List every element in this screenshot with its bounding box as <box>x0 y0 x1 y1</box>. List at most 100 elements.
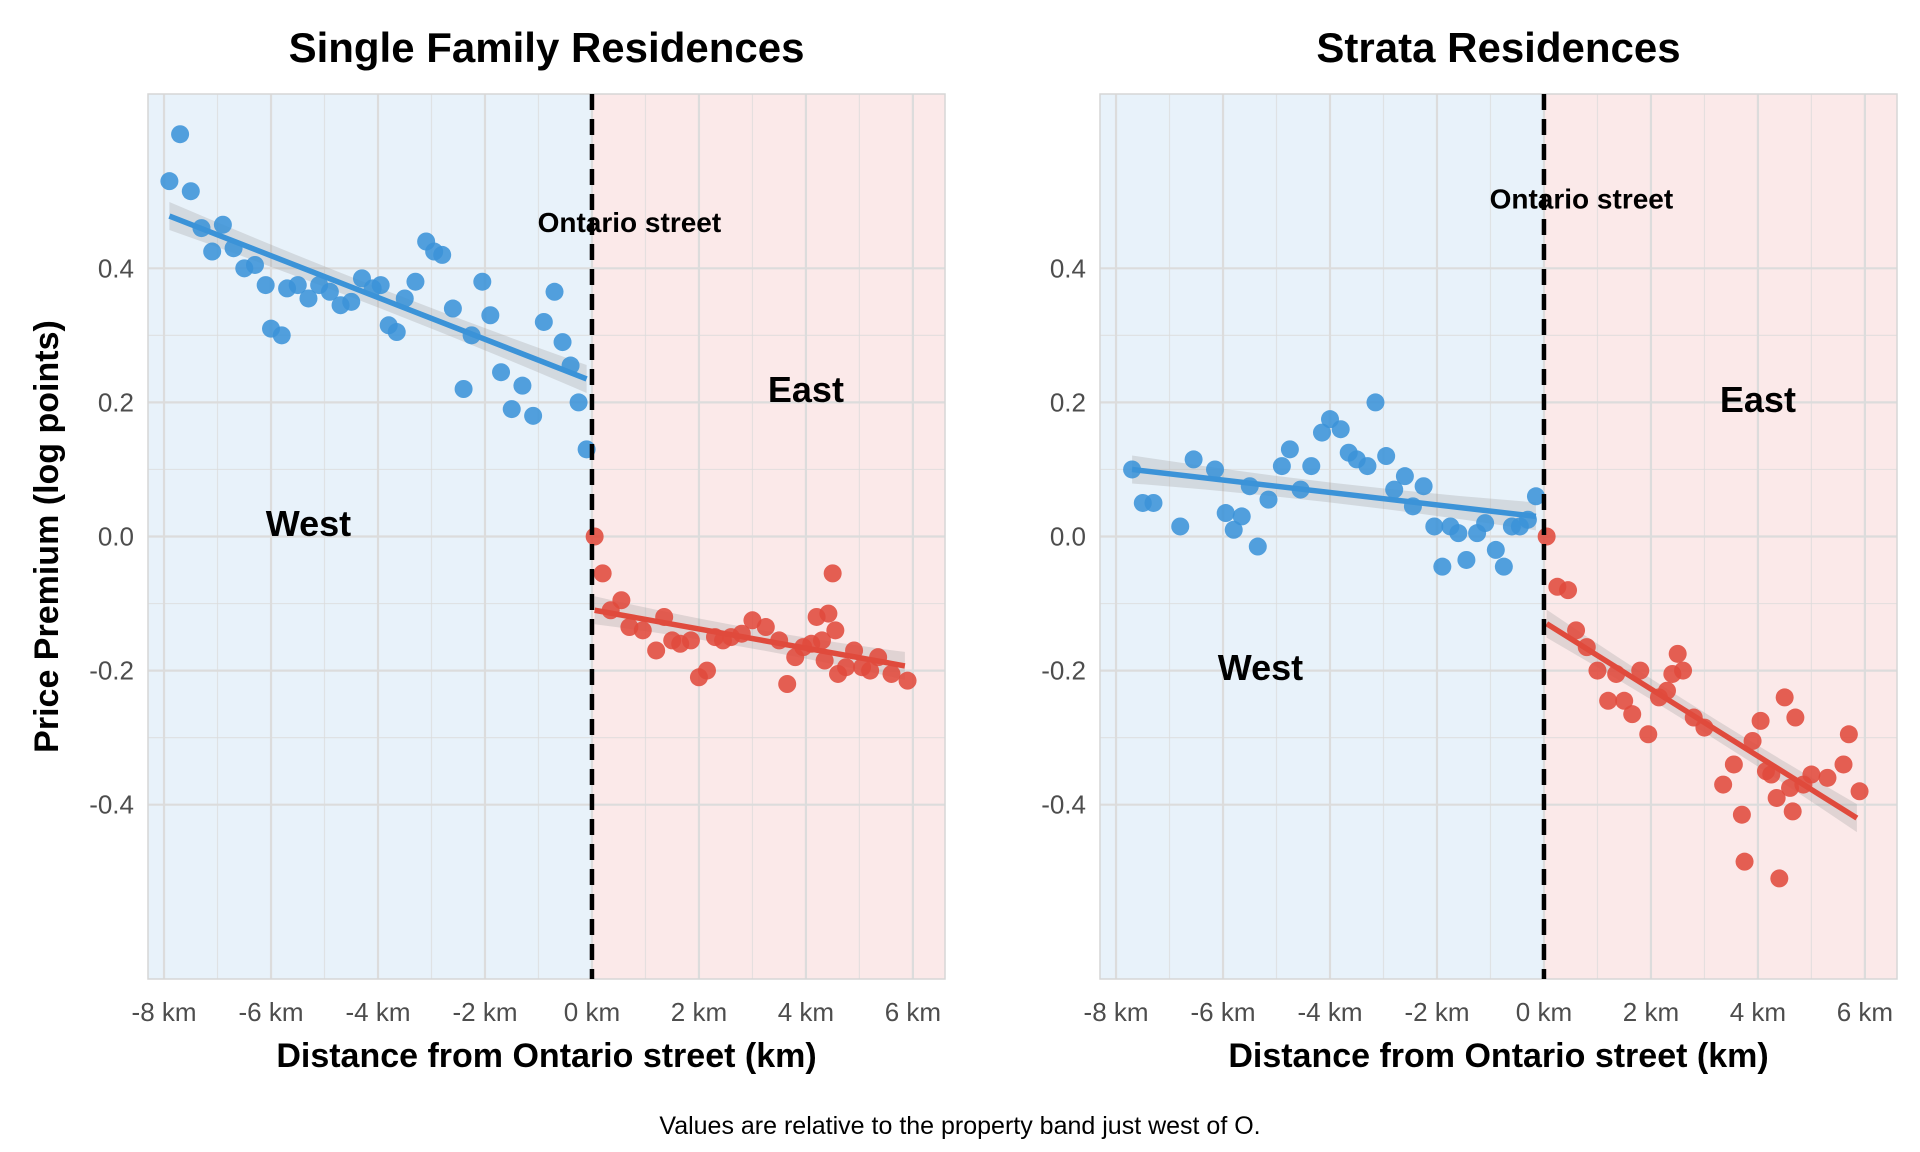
data-point-east <box>1588 661 1607 680</box>
data-point-east <box>1839 725 1858 744</box>
x-axis-label: Distance from Ontario street (km) <box>1228 1037 1768 1075</box>
data-point-west <box>299 289 318 308</box>
annotation-ontario-street: Ontario street <box>538 207 722 238</box>
y-tick-label: 0.0 <box>98 522 134 552</box>
x-tick-label: 6 km <box>885 997 941 1027</box>
data-point-east <box>1559 581 1578 600</box>
data-point-west <box>387 323 406 342</box>
x-tick-label: -6 km <box>1191 997 1256 1027</box>
x-tick-label: 0 km <box>1516 997 1572 1027</box>
trend-line-west <box>168 213 588 382</box>
data-point-west <box>181 182 200 201</box>
data-point-east <box>1770 869 1789 888</box>
data-point-west <box>371 276 390 295</box>
data-point-west <box>1377 447 1396 466</box>
data-point-west <box>443 299 462 318</box>
y-axis-label: Price Premium (log points) <box>28 320 66 753</box>
data-point-east <box>1639 725 1658 744</box>
data-point-west <box>1425 517 1444 536</box>
annotation-west: West <box>1218 647 1303 688</box>
data-point-west <box>1216 504 1235 523</box>
x-axis-label: Distance from Ontario street (km) <box>276 1037 816 1075</box>
y-tick-label: 0.2 <box>1050 387 1086 417</box>
data-point-west <box>342 292 361 311</box>
data-point-west <box>433 245 452 264</box>
data-point-west <box>473 272 492 291</box>
data-point-east <box>1743 731 1762 750</box>
data-point-east <box>1724 755 1743 774</box>
x-tick-label: -4 km <box>346 997 411 1027</box>
data-point-east <box>1623 705 1642 724</box>
data-point-east <box>612 591 631 610</box>
x-tick-label: -2 km <box>1404 997 1469 1027</box>
x-tick-label: -8 km <box>1084 997 1149 1027</box>
trend-line-east <box>594 607 906 669</box>
y-tick-label: -0.2 <box>89 656 134 686</box>
chart-title: Single Family Residences <box>289 24 805 71</box>
data-point-east <box>743 611 762 630</box>
data-point-west <box>1366 393 1385 412</box>
data-point-east <box>837 658 856 677</box>
data-point-east <box>1674 661 1693 680</box>
data-point-west <box>454 380 473 398</box>
data-point-east <box>1732 805 1751 824</box>
x-tick-label: -4 km <box>1298 997 1363 1027</box>
x-tick-label: 2 km <box>671 997 727 1027</box>
data-point-west <box>481 306 500 325</box>
data-point-west <box>534 312 553 331</box>
y-tick-label: 0.2 <box>98 387 134 417</box>
data-point-west <box>171 125 190 144</box>
y-tick-label: 0.4 <box>1050 253 1086 283</box>
data-point-west <box>1494 557 1513 576</box>
y-tick-label: -0.4 <box>1041 790 1086 820</box>
data-point-east <box>812 631 831 650</box>
data-point-west <box>513 376 532 395</box>
data-point-east <box>1631 661 1650 680</box>
data-point-east <box>882 664 901 683</box>
data-point-east <box>1767 788 1786 807</box>
x-tick-label: 0 km <box>564 997 620 1027</box>
data-point-east <box>861 661 880 680</box>
data-point-east <box>1818 768 1837 787</box>
data-point-west <box>1457 550 1476 569</box>
data-point-west <box>320 282 339 301</box>
trend-line-west <box>1131 466 1537 520</box>
y-tick-label: -0.2 <box>1041 656 1086 686</box>
x-tick-label: 6 km <box>1837 997 1893 1027</box>
data-point-west <box>1272 457 1291 476</box>
annotation-west: West <box>266 503 351 544</box>
data-point-east <box>1615 691 1634 710</box>
data-point-west <box>524 406 543 425</box>
chart-panel-1: Ontario street West East -8 km -6 km -4 km -2 … <box>28 24 946 1075</box>
data-point-west <box>1331 420 1350 439</box>
data-point-west <box>1395 467 1414 486</box>
data-point-east <box>826 621 845 640</box>
x-tick-label: -6 km <box>239 997 304 1027</box>
data-point-west <box>502 400 521 419</box>
data-point-east <box>778 675 797 693</box>
figure-caption: Values are relative to the property band… <box>659 1112 1261 1140</box>
panel-border <box>147 93 946 980</box>
chart-canvas: Ontario street West East -8 km -6 km -4 km -2 … <box>28 24 1898 1075</box>
panel-border <box>1099 93 1898 980</box>
data-point-east <box>1668 644 1687 663</box>
data-point-west <box>569 393 588 412</box>
data-point-west <box>553 333 572 352</box>
data-point-west <box>395 289 414 308</box>
data-point-west <box>1144 493 1163 512</box>
data-point-west <box>1171 517 1190 536</box>
data-point-west <box>1312 423 1331 442</box>
data-point-east <box>1783 802 1802 821</box>
data-point-west <box>1259 490 1278 509</box>
data-point-east <box>681 631 700 650</box>
data-point-west <box>1486 540 1505 559</box>
x-tick-label: 4 km <box>778 997 834 1027</box>
data-point-west <box>545 282 564 301</box>
data-point-west <box>272 326 291 345</box>
data-point-east <box>593 564 612 583</box>
data-point-east <box>633 621 652 640</box>
data-point-west <box>1302 457 1321 476</box>
data-point-west <box>160 172 179 191</box>
data-point-east <box>1802 765 1821 784</box>
